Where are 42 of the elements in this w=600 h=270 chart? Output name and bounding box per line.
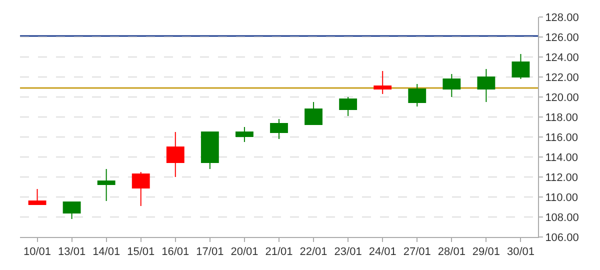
x-tick-label: 21/01 [265, 246, 293, 258]
x-tick-label: 17/01 [196, 246, 224, 258]
x-tick-label: 10/01 [24, 246, 52, 258]
x-tick-label: 14/01 [92, 246, 120, 258]
x-tick-label: 24/01 [368, 246, 396, 258]
candlestick [270, 118, 288, 140]
x-tick-label: 27/01 [403, 246, 431, 258]
candlestick [374, 70, 392, 94]
y-tick-label: 122.00 [545, 72, 579, 84]
y-tick-label: 118.00 [545, 112, 578, 124]
x-tick-label: 15/01 [127, 246, 155, 258]
y-tick-label: 114.00 [545, 152, 578, 164]
y-tick-label: 106.00 [545, 232, 579, 244]
candlestick [28, 188, 46, 205]
candlestick [132, 172, 150, 206]
x-tick-label: 29/01 [472, 246, 500, 258]
candlestick [166, 132, 184, 178]
candlestick [442, 74, 461, 98]
x-tick-label: 20/01 [230, 246, 258, 258]
x-tick-label: 30/01 [506, 246, 534, 258]
x-tick-label: 16/01 [162, 246, 190, 258]
candlestick [512, 54, 530, 80]
candlestick [62, 202, 81, 220]
candlestick [339, 96, 358, 116]
x-tick-label: 28/01 [438, 246, 466, 258]
x-tick-label: 13/01 [58, 246, 86, 258]
candlestick [408, 84, 426, 107]
y-tick-label: 128.00 [545, 12, 579, 24]
candlestick [97, 168, 116, 202]
y-tick-label: 120.00 [545, 92, 579, 104]
y-tick-label: 112.00 [545, 172, 578, 184]
x-tick-label: 22/01 [300, 246, 328, 258]
candlestick [304, 102, 322, 125]
y-tick-label: 116.00 [545, 132, 578, 144]
y-tick-label: 110.00 [545, 192, 578, 204]
y-tick-label: 126.00 [545, 32, 579, 44]
candlestick [477, 68, 496, 102]
y-tick-label: 108.00 [545, 212, 579, 224]
x-tick-label: 23/01 [334, 246, 362, 258]
y-tick-label: 124.00 [545, 52, 579, 64]
candlestick [236, 126, 254, 142]
candlestick [200, 132, 219, 170]
